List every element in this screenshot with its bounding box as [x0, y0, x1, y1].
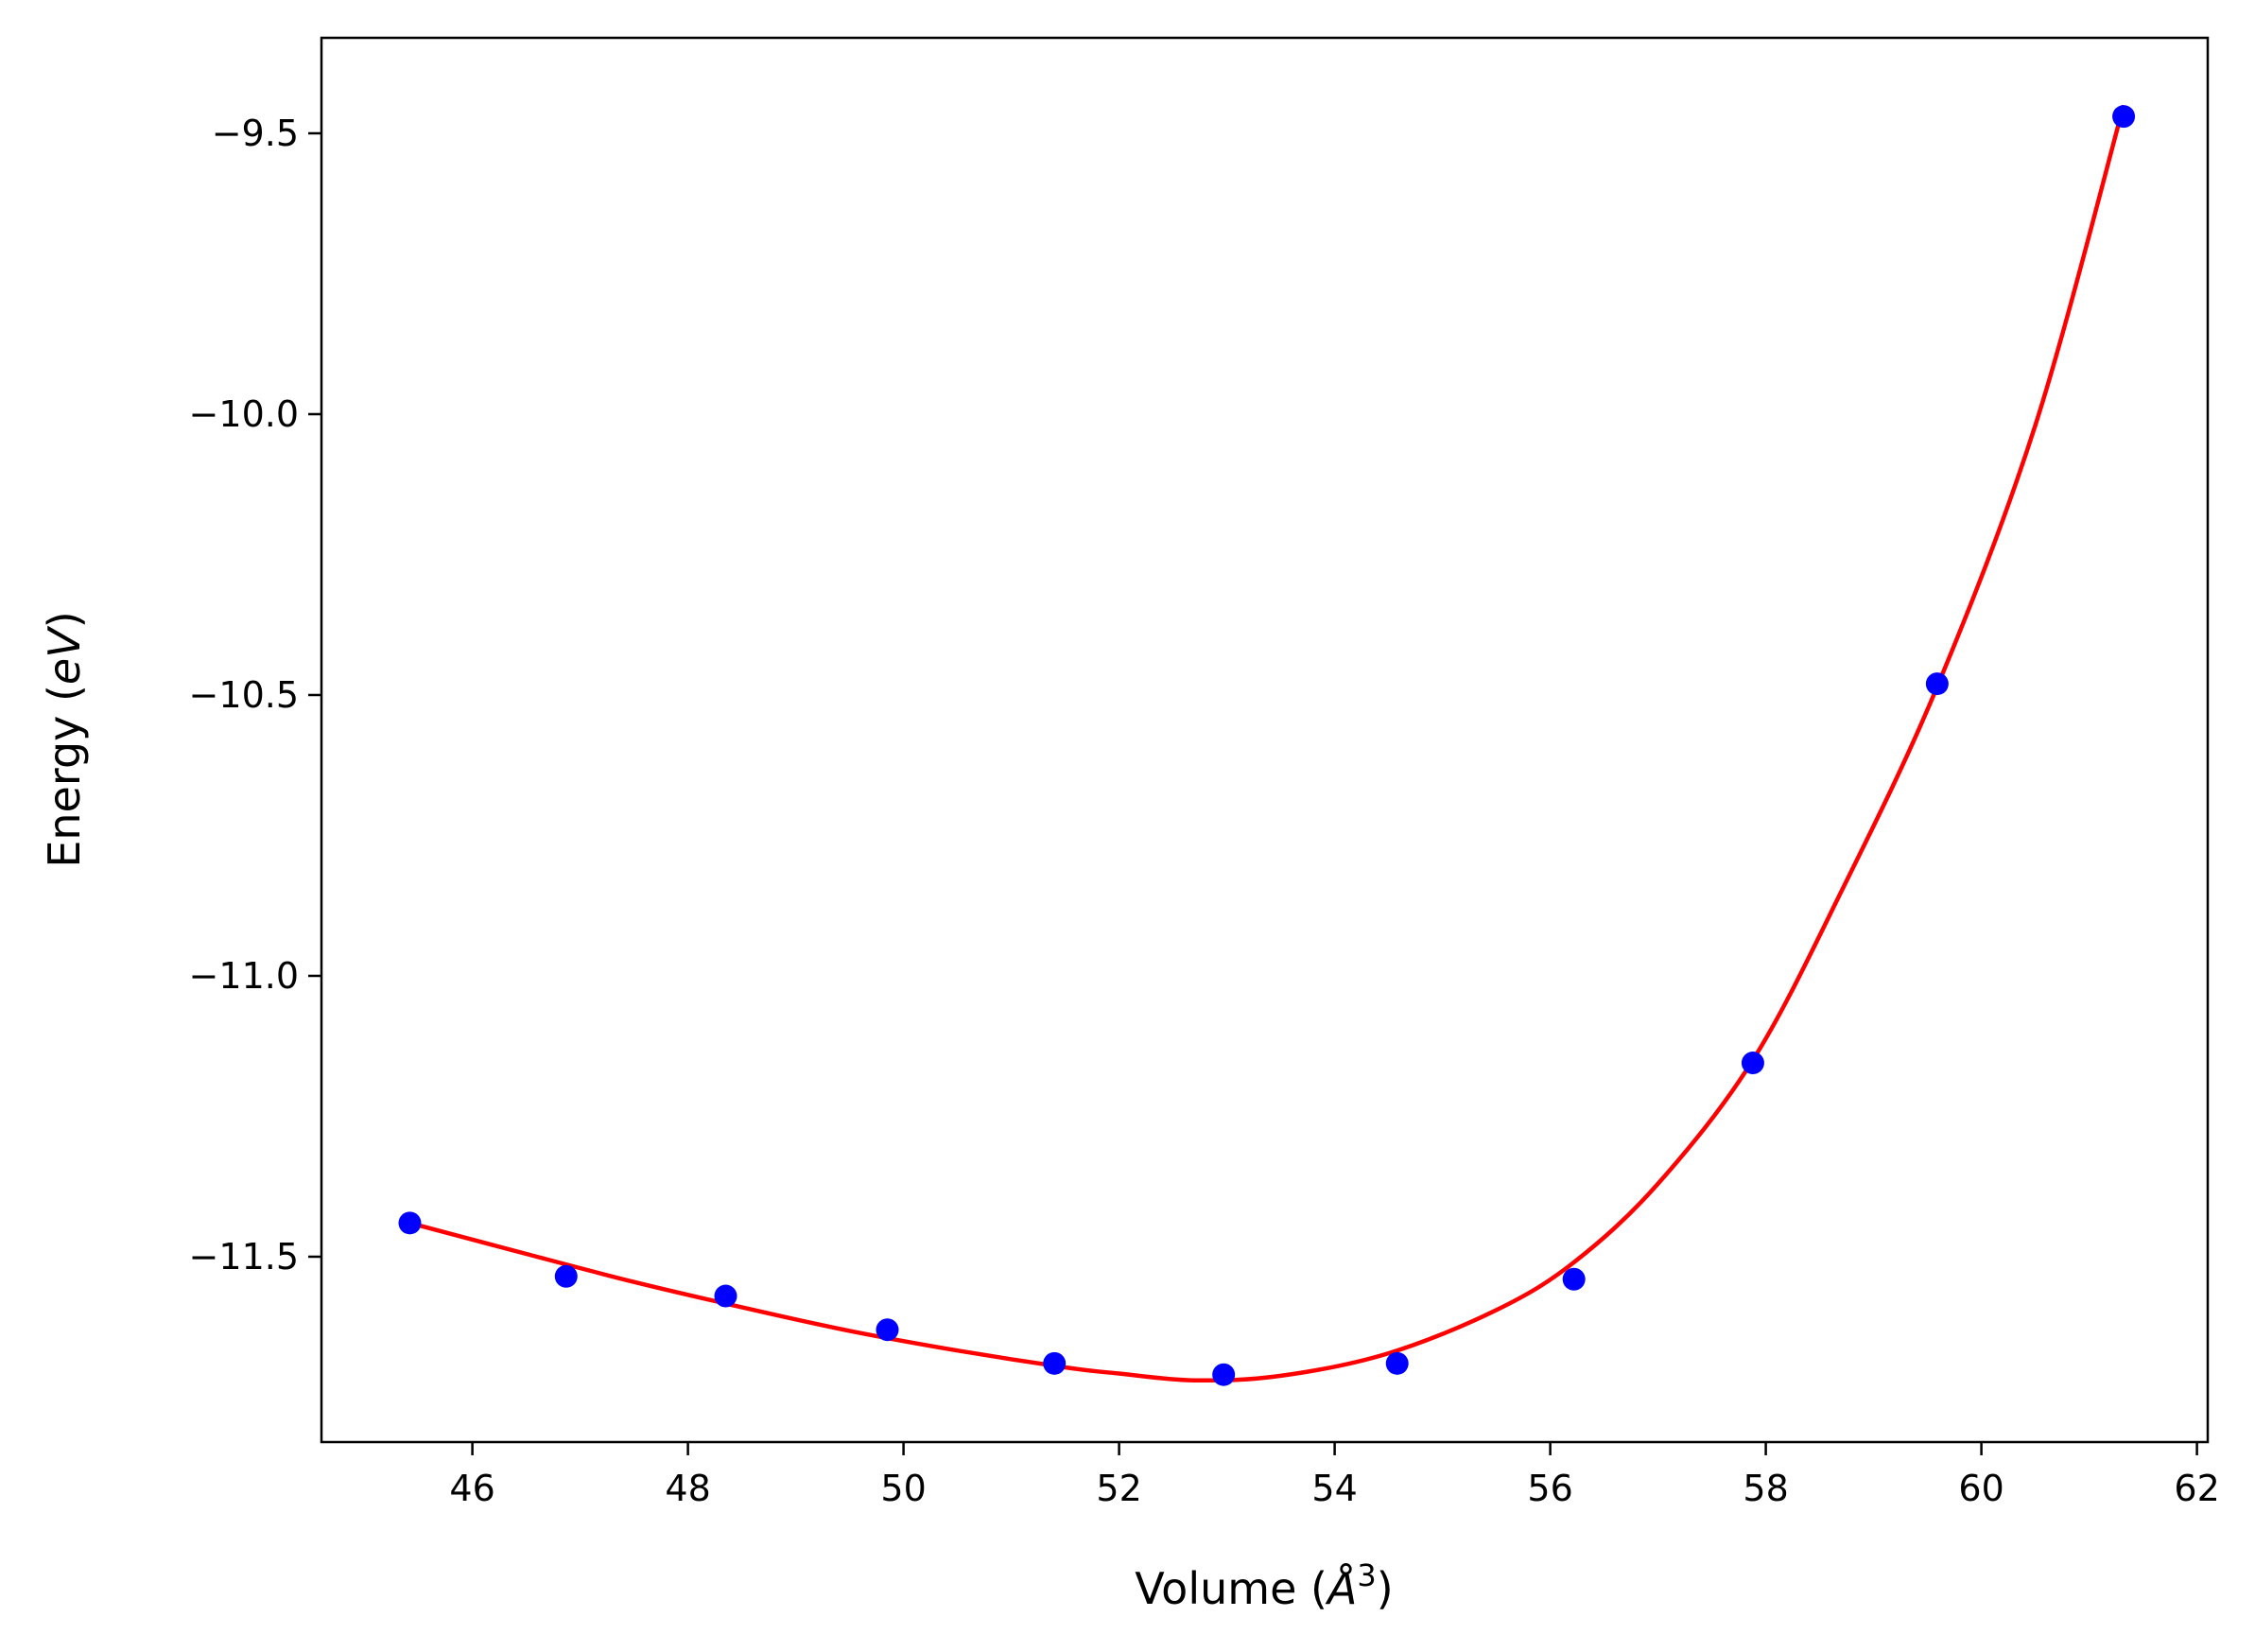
data-point: [1212, 1363, 1236, 1386]
x-tick-label: 48: [665, 1468, 710, 1509]
data-point: [1043, 1351, 1067, 1375]
x-tick-label: 54: [1311, 1468, 1357, 1509]
data-point: [554, 1264, 578, 1288]
data-point: [1925, 672, 1949, 696]
x-tick-label: 62: [2174, 1468, 2219, 1509]
data-point: [398, 1211, 422, 1235]
x-tick-label: 56: [1527, 1468, 1572, 1509]
plot-area: [398, 104, 2136, 1386]
data-point: [876, 1318, 899, 1342]
x-tick-label: 60: [1958, 1468, 2003, 1509]
x-tick-label: 46: [449, 1468, 494, 1509]
data-point: [1385, 1351, 1409, 1375]
y-tick-label: −10.0: [189, 393, 299, 435]
data-point: [1741, 1052, 1764, 1075]
axes-frame: [320, 36, 2210, 1444]
y-axis-label: Energy (eV): [39, 611, 90, 867]
x-axis-label: Volume (Å3): [1135, 1557, 1393, 1614]
data-point: [2112, 105, 2136, 129]
x-axis-ticks: 46 48 50 52 54 56 58 60 62: [449, 1442, 2220, 1509]
data-point: [714, 1284, 737, 1308]
x-tick-label: 50: [880, 1468, 926, 1509]
y-tick-label: −11.0: [189, 955, 299, 997]
y-axis-ticks: −9.5 −10.0 −10.5 −11.0 −11.5: [189, 113, 321, 1278]
x-tick-label: 52: [1096, 1468, 1141, 1509]
data-point: [1562, 1267, 1586, 1291]
x-tick-label: 58: [1743, 1468, 1788, 1509]
y-tick-label: −10.5: [189, 674, 299, 716]
y-tick-label: −9.5: [212, 113, 299, 154]
fit-curve-line: [408, 104, 2126, 1383]
y-tick-label: −11.5: [189, 1236, 299, 1278]
